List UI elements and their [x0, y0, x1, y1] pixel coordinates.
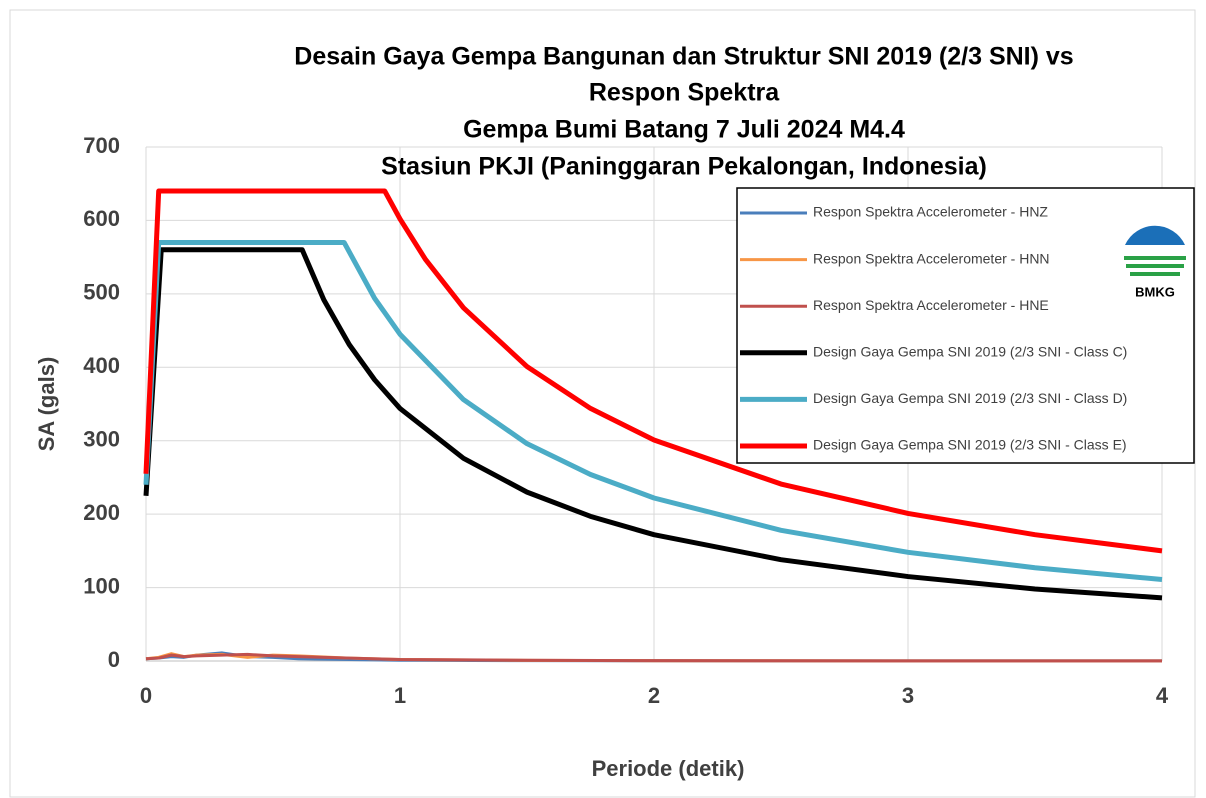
y-tick-label: 700 — [83, 133, 120, 158]
series-line — [145, 652, 1163, 663]
logo-text: BMKG — [1135, 284, 1175, 299]
x-tick-label: 2 — [648, 683, 660, 708]
series-line — [143, 247, 1163, 601]
logo-top — [1125, 225, 1185, 245]
legend-label: Design Gaya Gempa SNI 2019 (2/3 SNI - Cl… — [813, 390, 1127, 406]
legend-label: Respon Spektra Accelerometer - HNN — [813, 250, 1050, 266]
y-tick-label: 400 — [83, 353, 120, 378]
series-line — [143, 239, 1163, 582]
chart-title: Gempa Bumi Batang 7 Juli 2024 M4.4 — [463, 116, 905, 144]
plot — [143, 188, 1163, 663]
x-tick-label: 4 — [1156, 683, 1169, 708]
legend-label: Design Gaya Gempa SNI 2019 (2/3 SNI - Cl… — [813, 344, 1127, 360]
x-tick-label: 3 — [902, 683, 914, 708]
y-tick-label: 600 — [83, 206, 120, 231]
y-tick-label: 100 — [83, 573, 120, 598]
y-tick-label: 200 — [83, 500, 120, 525]
chart-title: Respon Spektra — [589, 79, 780, 107]
series-line — [143, 188, 1163, 554]
x-tick-label: 0 — [140, 683, 152, 708]
legend: Respon Spektra Accelerometer - HNZ Respon… — [736, 187, 1195, 464]
logo: BMKG — [1122, 225, 1188, 299]
y-tick-label: 500 — [83, 280, 120, 305]
legend-label: Respon Spektra Accelerometer - HNZ — [813, 204, 1048, 220]
x-tick-label: 1 — [394, 683, 406, 708]
legend-label: Respon Spektra Accelerometer - HNE — [813, 297, 1049, 313]
chart-title: Stasiun PKJI (Paninggaran Pekalongan, In… — [381, 153, 987, 181]
y-tick-label: 0 — [108, 647, 120, 672]
y-tick-label: 300 — [83, 427, 120, 452]
y-axis-title: SA (gals) — [34, 357, 59, 452]
legend-label: Design Gaya Gempa SNI 2019 (2/3 SNI - Cl… — [813, 437, 1127, 453]
x-axis-title: Periode (detik) — [592, 756, 745, 781]
legend-box — [736, 187, 1195, 464]
chart-title: Desain Gaya Gempa Bangunan dan Struktur … — [294, 43, 1073, 71]
